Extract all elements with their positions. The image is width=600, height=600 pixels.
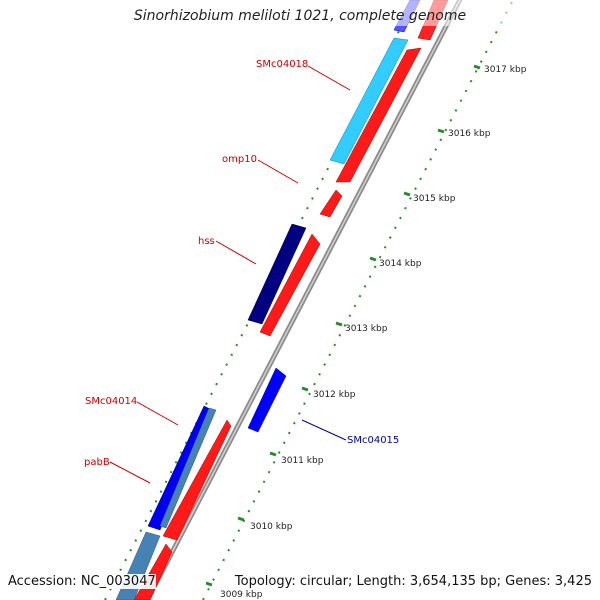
- genome-title: Sinorhizobium meliloti 1021, complete ge…: [133, 8, 467, 24]
- gene-label-smc04015: SMc04015: [347, 435, 399, 446]
- tick-label: 3009 kbp: [220, 590, 263, 600]
- gene-label-smc04018: SMc04018: [256, 59, 308, 70]
- tick-label: 3014 kbp: [379, 259, 422, 269]
- gene-feature: [335, 47, 422, 183]
- gene-feature: [259, 233, 321, 337]
- tick-label: 3013 kbp: [345, 324, 388, 334]
- accession-label: Accession: NC_003047: [8, 574, 156, 589]
- tick-label: 3016 kbp: [448, 129, 491, 139]
- inner-dotted-track: [202, 0, 514, 600]
- tick-label: 3015 kbp: [413, 194, 456, 204]
- tick-label: 3011 kbp: [281, 456, 324, 466]
- major-ticks: [205, 64, 481, 587]
- gene-labels: SMc04018 omp10 hss SMc04014 pabB SMc0401…: [84, 59, 399, 468]
- gene-label-omp10: omp10: [222, 154, 257, 165]
- tick-label: 3010 kbp: [250, 522, 293, 532]
- outer-gene-track: [115, 0, 421, 600]
- tick-label: 3017 kbp: [484, 65, 527, 75]
- tick-label: 3012 kbp: [313, 390, 356, 400]
- gene-feature: [247, 223, 307, 325]
- gene-label-hss: hss: [198, 236, 215, 247]
- gene-label-pabb: pabB: [84, 457, 110, 468]
- genome-summary: Topology: circular; Length: 3,654,135 bp…: [234, 574, 592, 589]
- tick-labels: 3017 kbp 3016 kbp 3015 kbp 3014 kbp 3013…: [220, 65, 527, 600]
- gene-feature: [162, 419, 232, 541]
- gene-feature: [319, 189, 343, 218]
- red-gene-track: [133, 0, 449, 600]
- gene-feature: [329, 37, 409, 165]
- smc04015-gene: [247, 367, 287, 433]
- gene-label-smc04014: SMc04014: [85, 396, 137, 407]
- label-leaders: [109, 65, 351, 484]
- gene-feature: [159, 407, 217, 529]
